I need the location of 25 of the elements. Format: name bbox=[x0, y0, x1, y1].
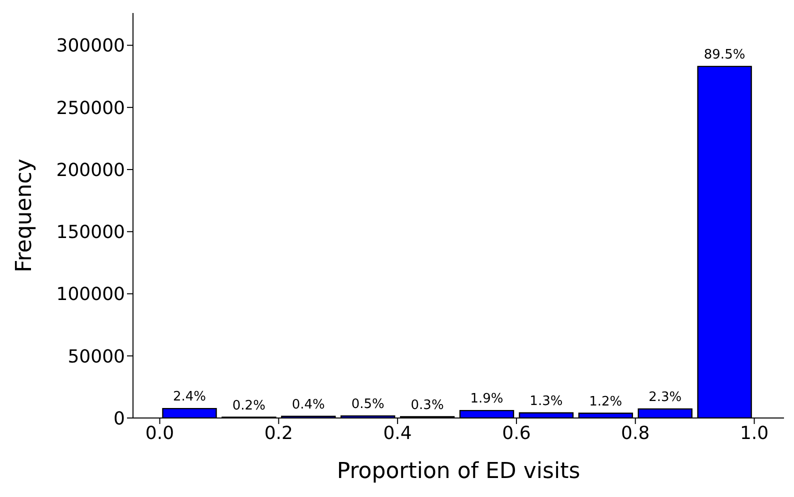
annotation: 0.5% bbox=[351, 397, 384, 412]
annotation: 89.5% bbox=[704, 47, 746, 62]
x-tick-label: 0.8 bbox=[621, 422, 650, 444]
annotation: 0.2% bbox=[232, 398, 266, 414]
annotation: 0.4% bbox=[292, 397, 325, 412]
x-tick-label: 0.4 bbox=[383, 422, 412, 444]
y-tick-label: 250000 bbox=[56, 98, 125, 119]
annotation: 1.3% bbox=[530, 394, 563, 409]
y-axis-title: Frequency bbox=[12, 158, 37, 272]
y-tick-label: 300000 bbox=[56, 36, 125, 57]
annotation: 1.9% bbox=[470, 392, 504, 407]
x-tick-label: 0.6 bbox=[502, 422, 531, 444]
x-tick-label: 0.2 bbox=[264, 422, 293, 444]
x-tick-label: 0.0 bbox=[145, 422, 174, 444]
y-tick-label: 100000 bbox=[56, 284, 125, 306]
y-tick-label: 150000 bbox=[56, 222, 125, 244]
annotation: 2.4% bbox=[172, 390, 206, 405]
annotation: 1.2% bbox=[589, 394, 622, 410]
y-tick-label: 0 bbox=[114, 408, 125, 430]
annotation: 2.3% bbox=[648, 390, 682, 405]
y-tick-label: 50000 bbox=[68, 346, 125, 368]
annotation: 0.3% bbox=[410, 398, 444, 413]
x-axis-title: Proportion of ED visits bbox=[336, 459, 580, 484]
x-tick-label: 1.0 bbox=[740, 422, 769, 444]
y-tick-label: 200000 bbox=[56, 160, 125, 181]
